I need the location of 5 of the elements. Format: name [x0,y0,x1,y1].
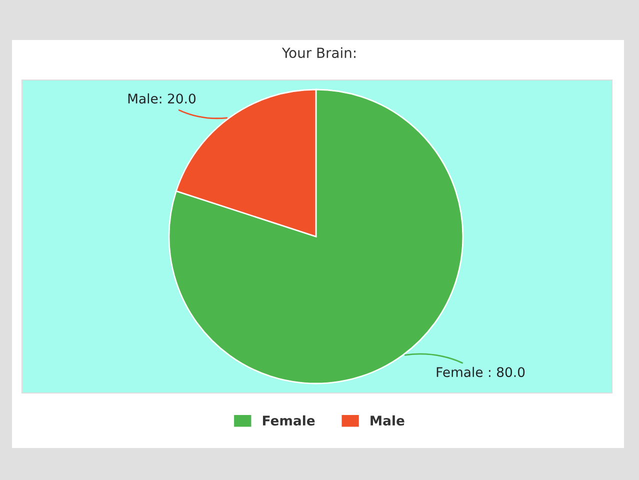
legend-label: Female [262,415,315,426]
data-label: Male: 20.0 [128,93,196,104]
chart-title: Your Brain: [282,47,356,58]
legend-label: Male [370,415,404,426]
data-label: Female : 80.0 [436,366,525,378]
